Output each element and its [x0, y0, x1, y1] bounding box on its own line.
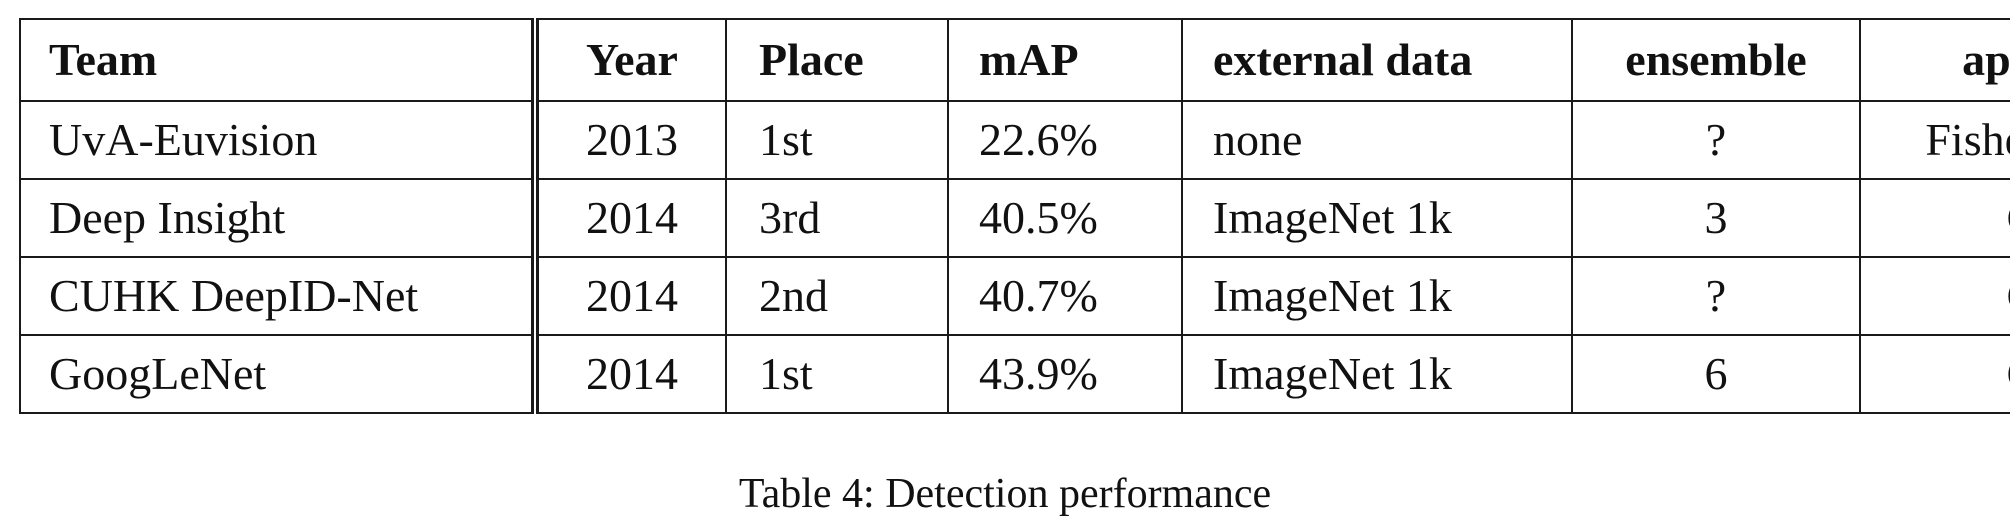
cell-map: 22.6%: [947, 100, 1183, 180]
cell-place: 1st: [725, 334, 949, 414]
cell-external-data: ImageNet 1k: [1181, 178, 1573, 258]
cell-ensemble: ?: [1571, 100, 1861, 180]
cell-team: UvA-Euvision: [19, 100, 539, 180]
header-map: mAP: [947, 18, 1183, 102]
header-external-data: external data: [1181, 18, 1573, 102]
table-row: UvA-Euvision 2013 1st 22.6% none ? Fishe…: [19, 100, 2010, 180]
cell-year: 2014: [534, 334, 727, 414]
header-place: Place: [725, 18, 949, 102]
header-year: Year: [534, 18, 727, 102]
detection-performance-table: Team Year Place mAP external data ensemb…: [19, 18, 2010, 414]
cell-ensemble: 6: [1571, 334, 1861, 414]
header-ensemble: ensemble: [1571, 18, 1861, 102]
cell-map: 40.5%: [947, 178, 1183, 258]
header-team: Team: [19, 18, 539, 102]
cell-team: Deep Insight: [19, 178, 539, 258]
cell-place: 3rd: [725, 178, 949, 258]
cell-team: CUHK DeepID-Net: [19, 256, 539, 336]
cell-ensemble: ?: [1571, 256, 1861, 336]
cell-place: 2nd: [725, 256, 949, 336]
cell-place: 1st: [725, 100, 949, 180]
cell-map: 40.7%: [947, 256, 1183, 336]
cell-year: 2014: [534, 178, 727, 258]
header-approach: approach: [1859, 18, 2010, 102]
table-row: CUHK DeepID-Net 2014 2nd 40.7% ImageNet …: [19, 256, 2010, 336]
cell-year: 2013: [534, 100, 727, 180]
cell-external-data: none: [1181, 100, 1573, 180]
cell-approach: CNN: [1859, 178, 2010, 258]
table-row: GoogLeNet 2014 1st 43.9% ImageNet 1k 6 C…: [19, 334, 2010, 414]
cell-ensemble: 3: [1571, 178, 1861, 258]
cell-team: GoogLeNet: [19, 334, 539, 414]
cell-map: 43.9%: [947, 334, 1183, 414]
table-caption: Table 4: Detection performance: [738, 471, 1272, 517]
table-header-row: Team Year Place mAP external data ensemb…: [19, 18, 2010, 102]
cell-approach: CNN: [1859, 256, 2010, 336]
table-row: Deep Insight 2014 3rd 40.5% ImageNet 1k …: [19, 178, 2010, 258]
cell-approach: Fisher vectors: [1859, 100, 2010, 180]
cell-approach: CNN: [1859, 334, 2010, 414]
cell-external-data: ImageNet 1k: [1181, 256, 1573, 336]
cell-external-data: ImageNet 1k: [1181, 334, 1573, 414]
cell-year: 2014: [534, 256, 727, 336]
